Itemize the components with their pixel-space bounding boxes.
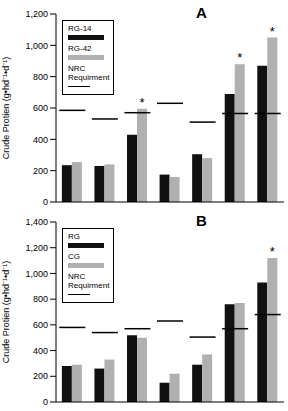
svg-text:0: 0 [43, 197, 48, 207]
svg-text:1,000: 1,000 [25, 41, 48, 51]
svg-text:*: * [270, 24, 275, 39]
svg-text:800: 800 [33, 294, 48, 304]
svg-text:1,400: 1,400 [25, 217, 48, 227]
svg-text:200: 200 [33, 166, 48, 176]
svg-text:1,200: 1,200 [25, 243, 48, 253]
svg-text:*: * [237, 50, 242, 65]
svg-text:Crude Protien (g•hd⁻¹•d⁻¹): Crude Protien (g•hd⁻¹•d⁻¹) [8, 57, 11, 159]
svg-text:800: 800 [33, 72, 48, 82]
html-text:RG-42: RG-42 [68, 44, 92, 53]
svg-text:Crude Protien (g•hd⁻¹•d⁻¹): Crude Protien (g•hd⁻¹•d⁻¹) [8, 261, 11, 363]
svg-text:400: 400 [33, 346, 48, 356]
svg-text:1,200: 1,200 [25, 9, 48, 19]
html-text:RG-14: RG-14 [68, 24, 92, 33]
svg-text:600: 600 [33, 103, 48, 113]
svg-text:*: * [270, 244, 275, 259]
html-text:A: A [196, 4, 207, 21]
svg-text:0: 0 [43, 397, 48, 407]
html-text:CG: CG [68, 252, 80, 261]
html-text:NRC Requirment: NRC Requirment [68, 64, 110, 82]
svg-text:1,000: 1,000 [25, 269, 48, 279]
html-text:RG: RG [68, 232, 80, 241]
svg-text:600: 600 [33, 320, 48, 330]
svg-text:*: * [139, 95, 144, 110]
svg-text:200: 200 [33, 371, 48, 381]
html-text:NRC Requirment: NRC Requirment [68, 272, 110, 290]
html-text:B: B [196, 212, 207, 229]
svg-text:400: 400 [33, 135, 48, 145]
